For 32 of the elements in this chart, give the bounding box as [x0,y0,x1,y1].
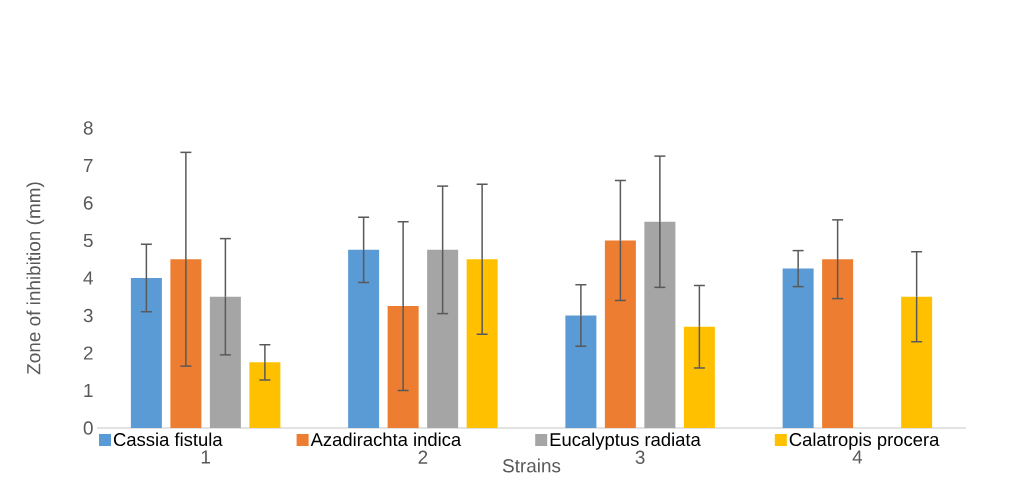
bar [565,315,597,428]
bar [683,326,715,428]
bar [822,259,854,428]
x-tick-label: 1 [201,450,210,464]
bar [901,296,933,428]
x-tick-label: 3 [635,450,645,464]
bar [427,249,459,428]
y-tick-label: 1 [84,383,93,397]
legend-label: Eucalyptus radiata [550,432,701,450]
bar [604,240,636,428]
bar [209,296,241,428]
bar [466,259,498,428]
bar [249,362,281,428]
x-tick-label: 2 [418,450,428,464]
y-tick-label: 0 [83,421,93,435]
bar [348,249,380,428]
y-axis-title: Zone of inhibition (mm) [26,182,45,375]
legend-label: Cassia fistula [113,432,223,447]
x-tick-label: 4 [852,450,863,464]
bar [782,268,814,428]
legend-label: Azadirachta indica [310,432,462,447]
bar [644,221,676,428]
y-tick-label: 6 [83,196,93,210]
y-tick-label: 5 [83,233,93,248]
y-tick-label: 3 [83,308,93,323]
y-tick-label: 8 [83,121,93,135]
bar [130,277,162,428]
x-axis-title: Strains [502,458,561,473]
y-tick-label: 7 [83,158,93,172]
legend-label: Calatropis procera [789,432,940,450]
y-tick-label: 2 [83,346,93,360]
y-tick-label: 4 [83,271,93,285]
